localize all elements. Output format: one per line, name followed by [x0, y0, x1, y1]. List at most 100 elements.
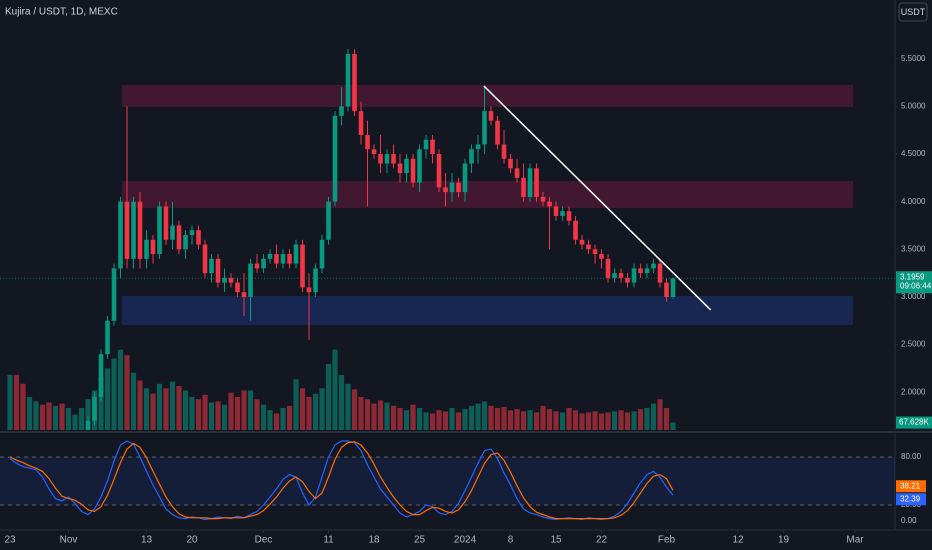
- volume-bar: [514, 409, 520, 430]
- volume-bar: [169, 381, 176, 430]
- x-tick-label: 15: [550, 535, 562, 546]
- volume-bar: [507, 410, 514, 430]
- candle-body: [287, 254, 292, 264]
- candle-body: [365, 134, 370, 150]
- volume-bar: [260, 404, 267, 430]
- candle-body: [391, 154, 396, 164]
- volume-bar: [611, 411, 618, 430]
- candle-body: [449, 182, 455, 193]
- stoch-pane: [0, 440, 895, 521]
- candle-body: [105, 320, 110, 355]
- stoch-tick-label: 0.00: [901, 516, 917, 525]
- candle-body: [423, 139, 429, 150]
- volume-bar: [195, 399, 202, 430]
- x-tick-label: Feb: [658, 535, 676, 546]
- volume-bar: [546, 409, 553, 430]
- volume-bar: [319, 388, 325, 430]
- stoch-value-label: 38.21: [900, 481, 921, 490]
- candle-body: [124, 201, 130, 259]
- x-tick-label: 8: [508, 535, 514, 546]
- volume-bar: [657, 399, 663, 430]
- stoch-value-box: [896, 493, 926, 506]
- candle-body: [482, 111, 487, 145]
- x-tick-label: 11: [323, 535, 334, 546]
- price-zone: [121, 180, 854, 208]
- x-tick-label: 23: [4, 535, 16, 546]
- candle-body: [144, 239, 149, 259]
- volume-bar: [254, 399, 260, 430]
- price-zone: [121, 84, 854, 107]
- volume-bar: [150, 393, 156, 430]
- volume-bar: [592, 411, 598, 430]
- volume-bar: [189, 397, 195, 430]
- volume-bar: [163, 388, 169, 430]
- candle-body: [170, 225, 175, 240]
- volume-bar: [540, 405, 546, 430]
- volume-bar: [416, 408, 423, 430]
- x-tick-label: 13: [141, 535, 153, 546]
- volume-bar: [280, 408, 286, 430]
- candle-body: [157, 206, 162, 255]
- volume-bar: [566, 408, 572, 430]
- x-tick-label: Dec: [255, 535, 273, 546]
- price-zone: [121, 296, 854, 325]
- currency-button[interactable]: [898, 2, 928, 22]
- candle-body: [657, 263, 663, 283]
- candle-body: [469, 149, 474, 164]
- volume-bar: [345, 383, 351, 430]
- volume-bar: [306, 397, 312, 430]
- x-tick-label: 25: [414, 535, 426, 546]
- candle-body: [358, 111, 364, 135]
- candle-body: [612, 273, 617, 278]
- volume-bar: [436, 410, 442, 430]
- candle-body: [332, 115, 338, 202]
- candle-body: [196, 230, 201, 245]
- candle-body: [508, 158, 513, 169]
- volume-bar: [481, 401, 488, 430]
- candle-body: [98, 354, 104, 398]
- volume-bar: [488, 405, 494, 430]
- x-tick-label: Mar: [846, 535, 864, 546]
- volume-bar: [605, 412, 611, 430]
- volume-bar: [332, 349, 338, 430]
- candle-body: [235, 282, 240, 293]
- volume-bar: [228, 392, 234, 430]
- candle-body: [339, 106, 344, 116]
- candle-body: [209, 258, 214, 274]
- candle-body: [514, 168, 520, 178]
- stoch-value-box: [896, 480, 926, 493]
- y-tick-label: 3.0000: [901, 292, 926, 301]
- candle-body: [592, 249, 598, 255]
- candle-body: [670, 278, 676, 297]
- currency-button-label[interactable]: USDT: [901, 7, 926, 17]
- trendline: [483, 85, 712, 311]
- volume-bar: [13, 375, 20, 430]
- volume-label: 67.628K: [899, 418, 929, 427]
- volume-bar: [7, 375, 13, 430]
- x-tick-label: Nov: [60, 535, 78, 546]
- volume-bar: [364, 399, 371, 430]
- candle-body: [150, 239, 156, 255]
- x-tick-label: 20: [186, 535, 198, 546]
- volume-bar: [520, 411, 527, 430]
- volume-bar: [221, 404, 228, 430]
- candle-body: [397, 163, 403, 174]
- candle-body: [241, 292, 247, 297]
- volume-bar: [234, 397, 241, 430]
- volume-bar: [397, 408, 403, 430]
- chart-title: Kujira / USDT, 1D, MEXC: [5, 7, 118, 18]
- candle-body: [579, 239, 585, 245]
- volume-bar: [85, 399, 91, 430]
- candle-body: [521, 177, 526, 197]
- volume-bar: [117, 349, 124, 430]
- candle-body: [163, 206, 169, 240]
- candle-body: [456, 182, 461, 193]
- candle-body: [313, 268, 318, 293]
- candle-body: [378, 154, 383, 164]
- candle-body: [371, 149, 377, 155]
- axes: 23 Nov 13 20 Dec 11 18 25 2024 8 15 22 Feb 12 19 Mar 2.0…: [4, 54, 932, 546]
- candle-body: [553, 206, 559, 216]
- volume-bar: [423, 412, 429, 430]
- volume-bar: [202, 394, 208, 430]
